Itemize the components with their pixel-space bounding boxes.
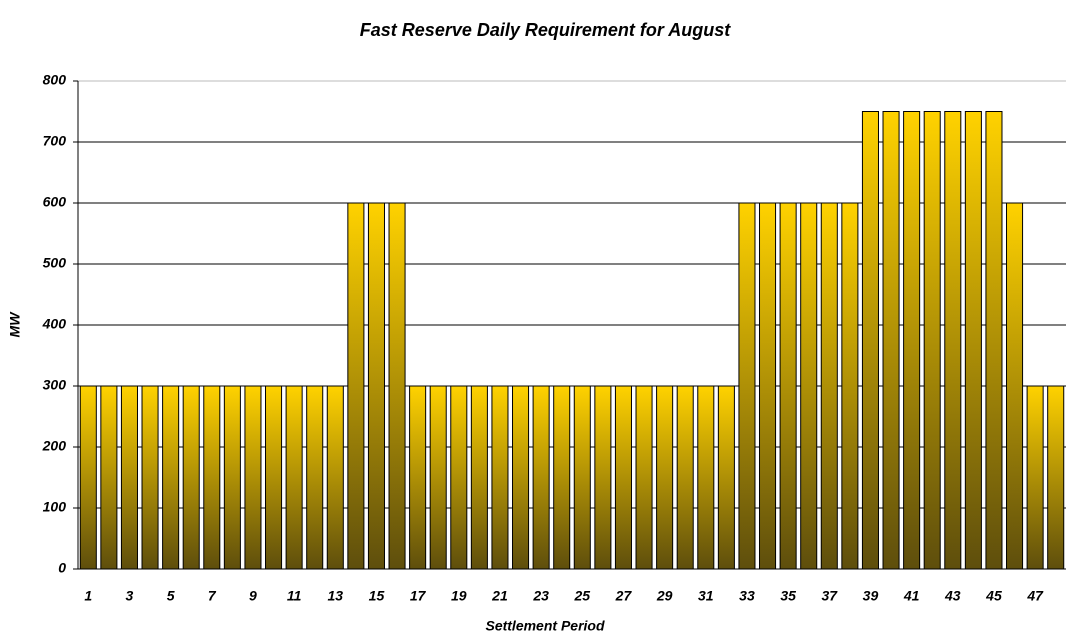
x-tick-label: 23 [532, 588, 549, 604]
bar [162, 385, 180, 570]
bar [244, 385, 262, 570]
bar [923, 111, 941, 570]
bar [120, 385, 138, 570]
bar [944, 111, 962, 570]
bar [141, 385, 159, 570]
x-tick-label: 45 [985, 588, 1002, 604]
bar [450, 385, 468, 570]
x-tick-label: 43 [944, 588, 961, 604]
bar [882, 111, 900, 570]
bar [656, 385, 674, 570]
y-tick-label: 200 [42, 438, 67, 454]
bar [820, 202, 838, 570]
bar [964, 111, 982, 570]
bar [100, 385, 118, 570]
x-tick-label: 3 [126, 588, 134, 604]
bar [594, 385, 612, 570]
bar [800, 202, 818, 570]
bar [367, 202, 385, 570]
x-axis-label: Settlement Period [485, 618, 604, 634]
bar [285, 385, 303, 570]
bar [409, 385, 427, 570]
bar [841, 202, 859, 570]
bar [614, 385, 632, 570]
y-tick-label: 800 [43, 72, 67, 88]
x-tick-label: 9 [249, 588, 257, 604]
x-tick-label: 47 [1026, 588, 1044, 604]
bar [861, 111, 879, 570]
bar [697, 385, 715, 570]
bar [388, 202, 406, 570]
y-tick-label: 600 [43, 194, 67, 210]
bar [676, 385, 694, 570]
bar [635, 385, 653, 570]
bar [903, 111, 921, 570]
x-tick-label: 35 [780, 588, 796, 604]
x-tick-label: 25 [574, 588, 591, 604]
y-tick-label: 500 [43, 255, 67, 271]
bar [429, 385, 447, 570]
x-tick-label: 11 [287, 588, 302, 604]
bar [491, 385, 509, 570]
x-tick-label: 31 [698, 588, 714, 604]
bar [1047, 385, 1065, 570]
bar [553, 385, 571, 570]
x-tick-label: 39 [863, 588, 879, 604]
bar [347, 202, 365, 570]
bar [203, 385, 221, 570]
y-tick-label: 700 [43, 133, 67, 149]
y-tick-label: 300 [43, 377, 67, 393]
x-tick-label: 37 [822, 588, 839, 604]
bar [79, 385, 97, 570]
x-tick-label: 41 [903, 588, 920, 604]
x-tick-label: 33 [739, 588, 755, 604]
bar [182, 385, 200, 570]
x-tick-label: 13 [328, 588, 344, 604]
bar [738, 202, 756, 570]
chart-title: Fast Reserve Daily Requirement for Augus… [360, 20, 731, 40]
bar [326, 385, 344, 570]
x-tick-label: 27 [615, 588, 633, 604]
bar [532, 385, 550, 570]
x-tick-label: 15 [369, 588, 385, 604]
x-tick-label: 29 [656, 588, 673, 604]
y-axis-label: MW [7, 311, 23, 338]
bar [759, 202, 777, 570]
bar [470, 385, 488, 570]
bar [985, 111, 1003, 570]
y-tick-label: 400 [42, 316, 67, 332]
bar [573, 385, 591, 570]
x-tick-label: 7 [208, 588, 217, 604]
bar [306, 385, 324, 570]
x-tick-label: 21 [491, 588, 508, 604]
bar [512, 385, 530, 570]
y-tick-label: 0 [58, 560, 66, 576]
bar [1026, 385, 1044, 570]
bar [717, 385, 735, 570]
x-tick-label: 1 [84, 588, 92, 604]
bar [779, 202, 797, 570]
x-tick-label: 17 [410, 588, 427, 604]
x-tick-label: 5 [167, 588, 175, 604]
x-tick-label: 19 [451, 588, 467, 604]
y-tick-label: 100 [43, 499, 67, 515]
bar [265, 385, 283, 570]
bar [1006, 202, 1024, 570]
bar [223, 385, 241, 570]
